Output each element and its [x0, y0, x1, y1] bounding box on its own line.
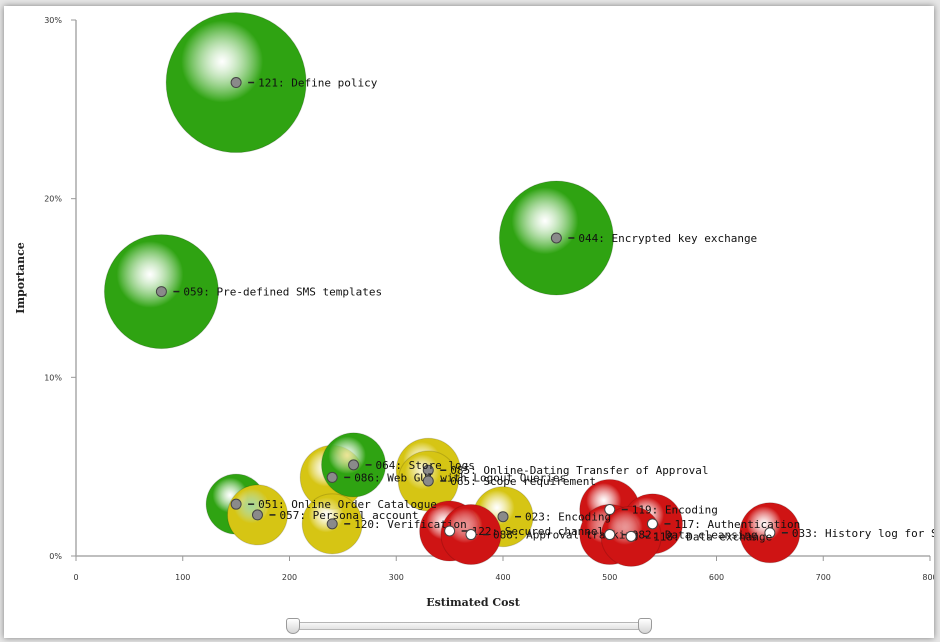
y-tick-label: 10% [44, 373, 62, 382]
x-tick-label: 600 [709, 573, 724, 582]
y-axis-title: Importance [14, 242, 27, 314]
bubble-center-marker [646, 518, 658, 530]
bubble-label: 085: Online-Dating Transfer of Approval [450, 464, 708, 477]
scroller-track[interactable] [294, 622, 648, 630]
scroller-left-handle[interactable] [286, 618, 300, 634]
bubble-label: 057: Personal account [279, 509, 418, 522]
x-axis-title: Estimated Cost [426, 596, 520, 609]
bubble-center-marker [625, 530, 637, 542]
bubble-center-marker [550, 232, 562, 244]
chart-panel: 0% 10% 20% 30% 0 100 200 300 400 500 600 700 800 Esti… [4, 6, 934, 638]
bubble-label: 065: Scope requirement [450, 475, 596, 488]
bubble-label: 121: Define policy [258, 77, 378, 90]
bubble-center-marker [230, 77, 242, 89]
x-tick-label: 400 [495, 573, 510, 582]
bubble-label: 086: Web GUI with Logout Queries [354, 471, 566, 484]
bubble-label: 120: Verification [354, 518, 467, 531]
bubble-label: 119: Encoding [632, 504, 718, 517]
x-tick-label: 500 [602, 573, 617, 582]
bubble-center-marker [604, 529, 616, 541]
y-tick-label: 0% [49, 552, 62, 561]
x-tick-label: 100 [175, 573, 190, 582]
x-tick-label: 800 [922, 573, 934, 582]
bubble-center-marker [326, 471, 338, 483]
bubble-center-marker [604, 504, 616, 516]
range-scroller[interactable] [286, 618, 656, 636]
bubble-label: 023: Encoding [525, 511, 611, 524]
bubble-label: 059: Pre-defined SMS templates [183, 286, 382, 299]
bubble-center-marker [465, 529, 477, 541]
bubble-center-marker [230, 498, 242, 510]
bubble-center-marker [764, 527, 776, 539]
bubble-label: 064: Store logs [376, 459, 475, 472]
bubble-label: 088: Approval tracking [493, 529, 639, 542]
bubble-center-marker [348, 459, 360, 471]
scroller-right-handle[interactable] [638, 618, 652, 634]
bubble-center-marker [422, 464, 434, 476]
bubble-label: 051: Online Order Catalogue [258, 498, 437, 511]
bubble-label: 044: Encrypted key exchange [578, 232, 757, 245]
bubble-center-marker [497, 511, 509, 523]
y-tick-label: 20% [44, 195, 62, 204]
bubble-label: 118: Data exchange [653, 530, 772, 543]
y-tick-label: 30% [44, 16, 62, 25]
bubble-center-marker [422, 475, 434, 487]
x-tick-label: 700 [816, 573, 831, 582]
bubble-center-marker [251, 509, 263, 521]
bubble-label: 082: Data cleansing [632, 529, 758, 542]
bubble-label: 122: Secured channel [472, 525, 604, 538]
bubble-center-marker [444, 525, 456, 537]
bubble-label: 033: History log for SMS [792, 527, 934, 540]
bubble-chart: 0% 10% 20% 30% 0 100 200 300 400 500 600 700 800 Esti… [14, 12, 934, 609]
bubble-center-marker [326, 518, 338, 530]
x-tick-label: 300 [389, 573, 404, 582]
x-tick-label: 200 [282, 573, 297, 582]
bubble-center-marker [155, 286, 167, 298]
x-tick-label: 0 [73, 573, 78, 582]
